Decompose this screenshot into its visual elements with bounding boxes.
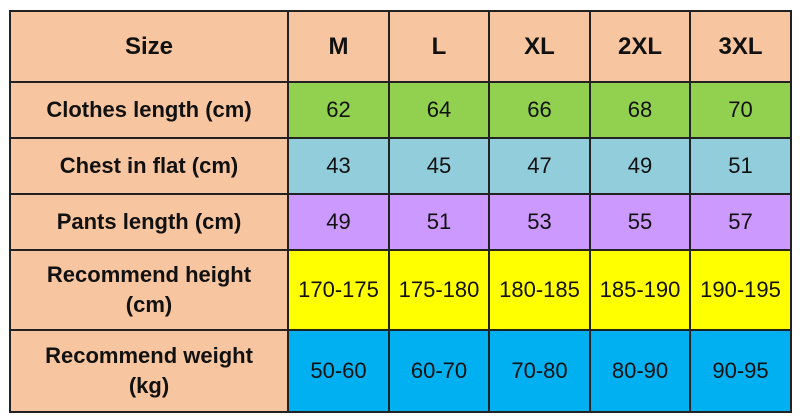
table-cell: 62	[287, 81, 390, 139]
table-cell: 68	[589, 81, 691, 139]
table-cell: 70-80	[488, 329, 591, 413]
table-cell: 64	[388, 81, 490, 139]
size-chart-container: Size M L XL 2XL 3XL Clothes length (cm) …	[9, 10, 792, 413]
table-row-pants-length: Pants length (cm) 49 51 53 55 57	[9, 193, 792, 251]
table-cell: 43	[287, 137, 390, 195]
table-cell: 70	[689, 81, 792, 139]
size-chart-table: Size M L XL 2XL 3XL Clothes length (cm) …	[9, 10, 792, 413]
table-cell: 45	[388, 137, 490, 195]
column-header-2xl: 2XL	[589, 10, 691, 83]
table-cell: 51	[388, 193, 490, 251]
row-label: Chest in flat (cm)	[9, 137, 289, 195]
row-label: Recommend height (cm)	[9, 249, 289, 331]
table-cell: 57	[689, 193, 792, 251]
header-row: Size M L XL 2XL 3XL	[9, 10, 792, 83]
table-cell: 51	[689, 137, 792, 195]
column-header-3xl: 3XL	[689, 10, 792, 83]
row-label: Pants length (cm)	[9, 193, 289, 251]
column-header-xl: XL	[488, 10, 591, 83]
table-cell: 190-195	[689, 249, 792, 331]
table-cell: 175-180	[388, 249, 490, 331]
table-cell: 49	[589, 137, 691, 195]
column-header-m: M	[287, 10, 390, 83]
table-cell: 80-90	[589, 329, 691, 413]
table-row-recommend-weight: Recommend weight (kg) 50-60 60-70 70-80 …	[9, 329, 792, 413]
table-cell: 60-70	[388, 329, 490, 413]
table-row-clothes-length: Clothes length (cm) 62 64 66 68 70	[9, 81, 792, 139]
table-row-recommend-height: Recommend height (cm) 170-175 175-180 18…	[9, 249, 792, 331]
table-row-chest-in-flat: Chest in flat (cm) 43 45 47 49 51	[9, 137, 792, 195]
table-cell: 55	[589, 193, 691, 251]
row-label: Recommend weight (kg)	[9, 329, 289, 413]
table-cell: 180-185	[488, 249, 591, 331]
column-header-l: L	[388, 10, 490, 83]
table-cell: 170-175	[287, 249, 390, 331]
table-cell: 53	[488, 193, 591, 251]
table-cell: 185-190	[589, 249, 691, 331]
row-label: Clothes length (cm)	[9, 81, 289, 139]
table-cell: 50-60	[287, 329, 390, 413]
corner-header: Size	[9, 10, 289, 83]
table-cell: 49	[287, 193, 390, 251]
table-cell: 47	[488, 137, 591, 195]
table-cell: 66	[488, 81, 591, 139]
table-cell: 90-95	[689, 329, 792, 413]
